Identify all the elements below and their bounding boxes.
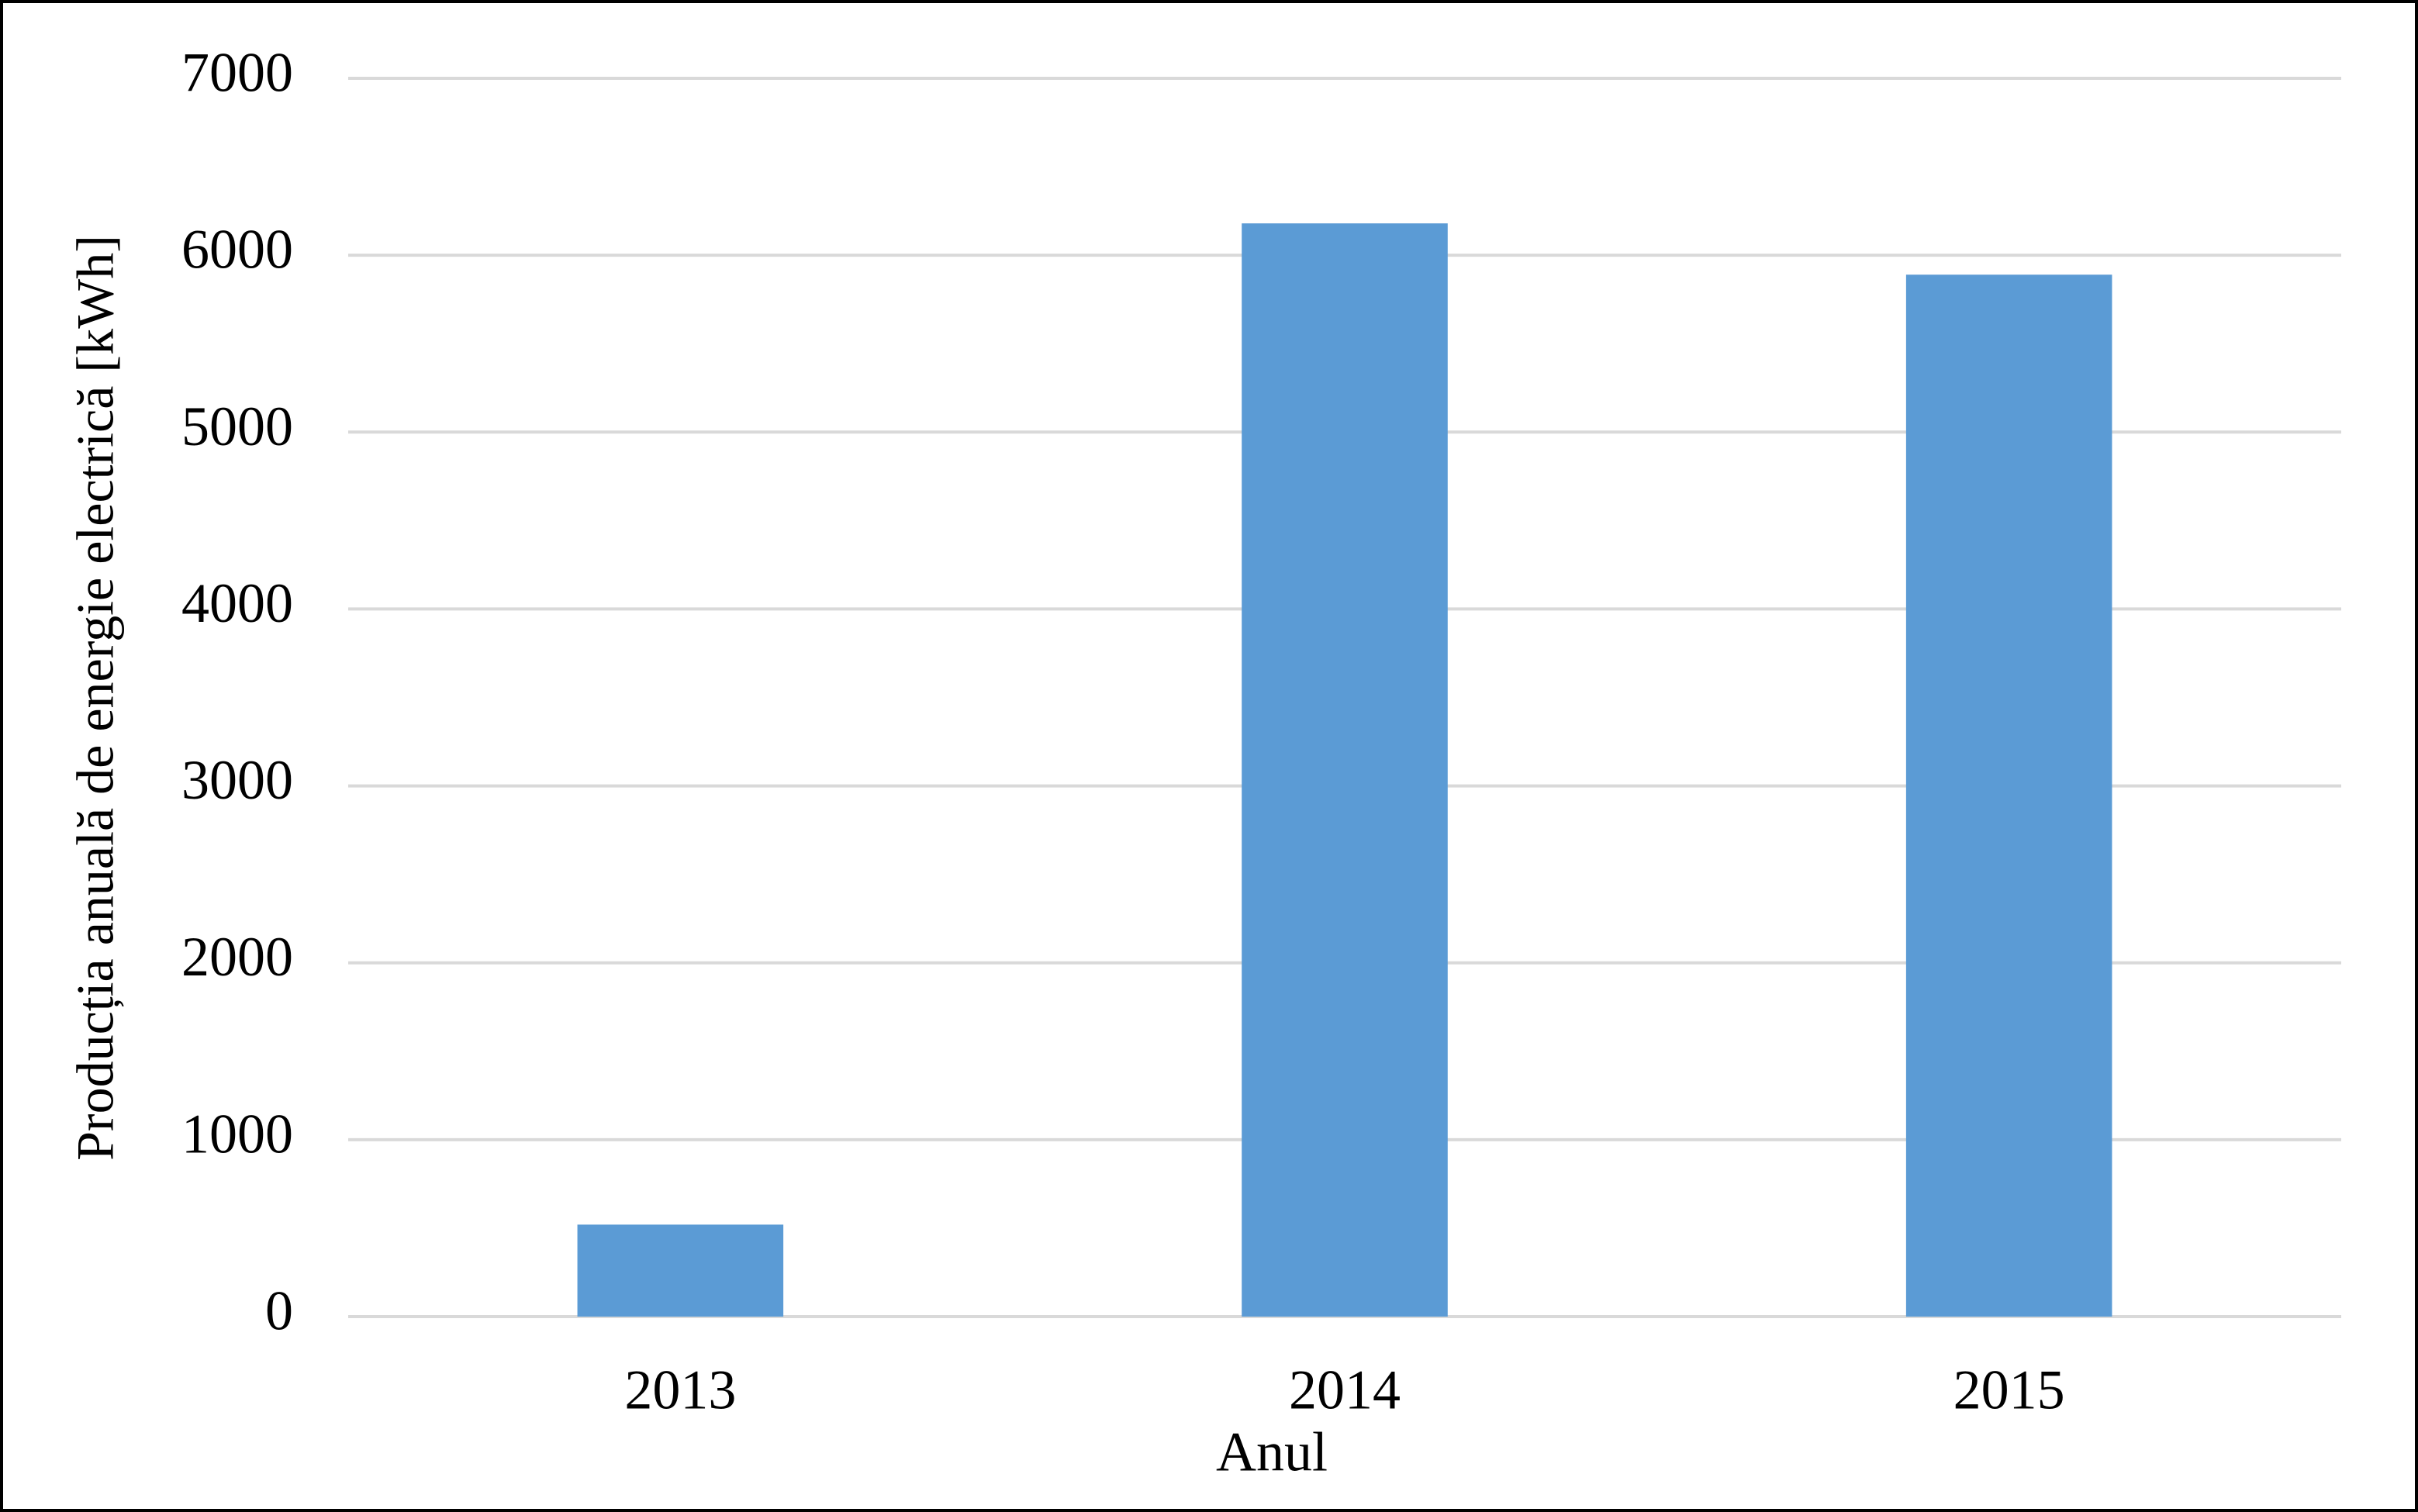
y-tick-label: 7000 [181, 42, 293, 104]
y-tick-label: 0 [265, 1280, 293, 1342]
x-axis-title: Anul [1216, 1421, 1328, 1483]
y-tick-label: 3000 [181, 749, 293, 811]
bar [1242, 223, 1448, 1317]
bar [577, 1224, 784, 1317]
y-tick-label: 6000 [181, 219, 293, 281]
x-tick-label: 2015 [1953, 1359, 2065, 1421]
y-axis-title: Producția anuală de energie electrică [k… [66, 235, 125, 1161]
y-tick-label: 5000 [181, 395, 293, 457]
x-tick-label: 2014 [1289, 1359, 1401, 1421]
x-tick-label: 2013 [624, 1359, 736, 1421]
y-tick-label: 1000 [181, 1103, 293, 1165]
y-tick-label: 2000 [181, 926, 293, 988]
y-tick-label: 4000 [181, 572, 293, 634]
bar [1905, 274, 2112, 1317]
